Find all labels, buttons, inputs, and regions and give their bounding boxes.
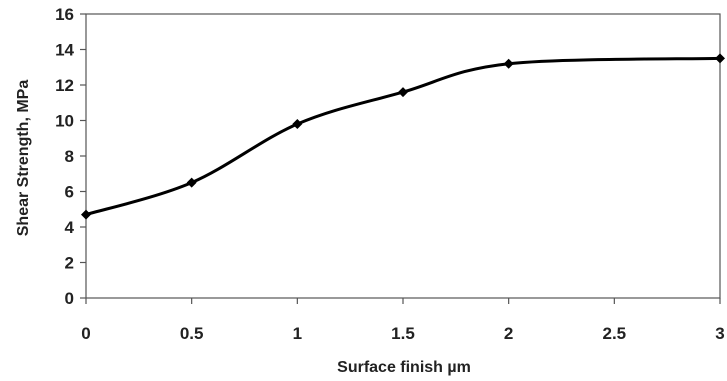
y-tick-label: 2 — [65, 254, 74, 273]
x-tick-label: 2 — [504, 324, 513, 343]
plot-area — [85, 13, 721, 299]
y-tick-label: 16 — [55, 5, 74, 24]
x-tick-label: 1.5 — [391, 324, 415, 343]
y-tick-label: 4 — [65, 218, 75, 237]
data-point-marker — [81, 209, 91, 220]
x-axis-ticks: 0 0.5 1 1.5 2 2.5 3 — [81, 298, 725, 343]
y-axis-title: Shear Strength, MPa — [15, 80, 32, 237]
x-tick-label: 1 — [293, 324, 302, 343]
series-layer — [81, 53, 725, 220]
y-tick-label: 10 — [55, 112, 74, 131]
data-point-marker — [292, 119, 303, 130]
y-tick-label: 14 — [55, 41, 74, 60]
x-tick-label: 3 — [715, 324, 724, 343]
data-point-marker — [715, 53, 725, 64]
data-point-marker — [503, 58, 514, 69]
x-tick-label: 0.5 — [180, 324, 204, 343]
plot-frame — [85, 13, 721, 299]
x-axis-title: Surface finish µm — [337, 359, 471, 376]
y-tick-label: 8 — [65, 147, 74, 166]
y-tick-label: 12 — [55, 76, 74, 95]
data-point-marker — [398, 87, 408, 98]
x-tick-label: 0 — [81, 324, 90, 343]
y-tick-label: 6 — [65, 183, 74, 202]
x-tick-label: 2.5 — [603, 324, 627, 343]
y-tick-label: 0 — [65, 289, 74, 308]
data-point-marker — [186, 177, 197, 188]
series-line — [84, 56, 722, 217]
y-axis-ticks: 0 2 4 6 8 10 12 14 16 — [55, 5, 86, 308]
